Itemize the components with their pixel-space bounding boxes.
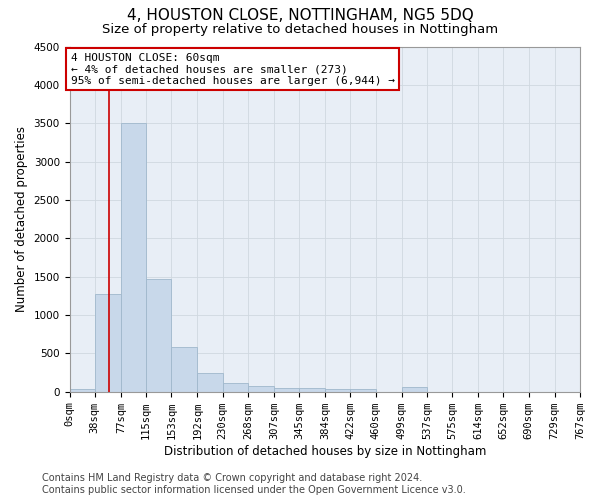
Bar xyxy=(274,388,299,392)
Text: 4, HOUSTON CLOSE, NOTTINGHAM, NG5 5DQ: 4, HOUSTON CLOSE, NOTTINGHAM, NG5 5DQ xyxy=(127,8,473,22)
Text: 4 HOUSTON CLOSE: 60sqm
← 4% of detached houses are smaller (273)
95% of semi-det: 4 HOUSTON CLOSE: 60sqm ← 4% of detached … xyxy=(71,52,395,86)
Bar xyxy=(197,373,223,392)
Bar xyxy=(95,294,121,392)
Bar xyxy=(299,388,325,392)
X-axis label: Distribution of detached houses by size in Nottingham: Distribution of detached houses by size … xyxy=(164,444,486,458)
Text: Contains HM Land Registry data © Crown copyright and database right 2024.
Contai: Contains HM Land Registry data © Crown c… xyxy=(42,474,466,495)
Bar xyxy=(325,388,350,392)
Bar xyxy=(146,279,172,392)
Y-axis label: Number of detached properties: Number of detached properties xyxy=(15,126,28,312)
Bar xyxy=(248,386,274,392)
Bar xyxy=(70,388,95,392)
Bar xyxy=(223,382,248,392)
Bar xyxy=(401,387,427,392)
Bar xyxy=(172,347,197,392)
Bar xyxy=(121,123,146,392)
Bar xyxy=(350,388,376,392)
Text: Size of property relative to detached houses in Nottingham: Size of property relative to detached ho… xyxy=(102,22,498,36)
